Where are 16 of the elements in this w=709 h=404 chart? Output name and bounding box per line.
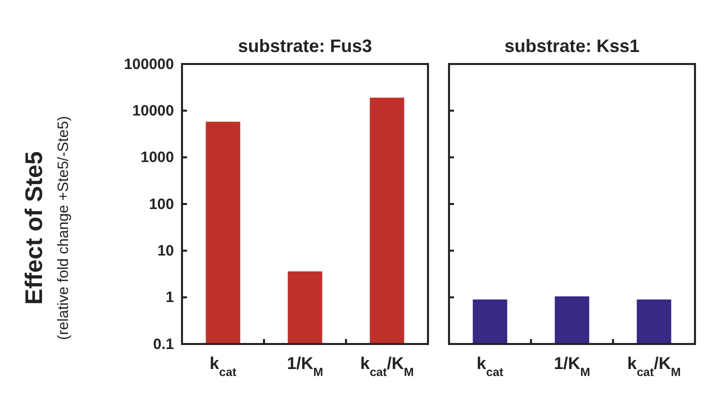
x-tick-label: k$_{cat}$	[210, 354, 236, 379]
x-tick-label: 1/K$_{M}$	[286, 354, 324, 379]
chart-title: substrate: Fus3	[238, 36, 372, 56]
y-axis-title: Effect of Ste5 (relative fold change +Ste5/-Ste5)	[21, 116, 72, 340]
x-tick-label: k$_{cat}$/K$_{M}$	[627, 354, 681, 379]
y-tick-label: 0.1	[153, 336, 174, 353]
chart-title: substrate: Kss1	[504, 36, 640, 56]
y-tick-label: 1	[166, 289, 174, 306]
x-tick-label: k$_{cat}$/K$_{M}$	[360, 354, 414, 379]
y-tick-label: 1000	[140, 149, 174, 166]
y-tick-label: 100	[148, 196, 174, 213]
y-tick-label: 10	[157, 242, 174, 260]
y-tick-label: 10000	[132, 102, 174, 120]
x-tick-label: 1/K$_{M}$	[554, 354, 590, 379]
x-tick-label: k$_{cat}$	[476, 354, 504, 379]
y-tick-label: 100000	[124, 56, 174, 73]
